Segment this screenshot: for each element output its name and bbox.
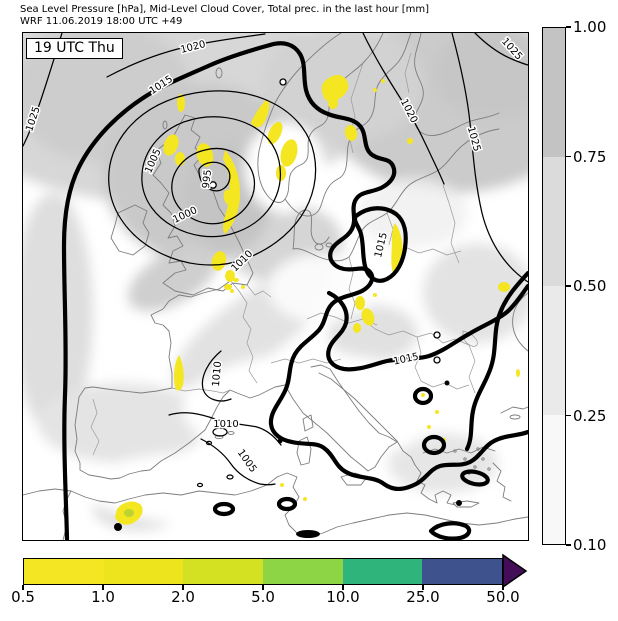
precip-colorbar-overflow-arrow [502,553,528,589]
precip-colorbar-tick-label: 0.5 [11,588,35,606]
isobar-thick-layer [61,41,528,540]
precip-colorbar [23,558,503,585]
figure-title: Sea Level Pressure [hPa], Mid-Level Clou… [20,4,430,15]
cloud-cover-colorbar [542,27,566,545]
precip-colorbar-tick [102,585,104,590]
cloud-colorbar-segment [543,28,565,157]
cloud-colorbar-tick [566,26,571,28]
isobar-label: 995 [201,169,214,189]
precip-colorbar-segment [342,559,423,584]
precip-colorbar-tick [422,585,424,590]
model-run-subtitle: WRF 11.06.2019 18:00 UTC +49 [20,16,183,27]
precip-colorbar-tick [262,585,264,590]
cloud-colorbar-segment [543,415,565,544]
cloud-colorbar-tick-label: 0.10 [573,536,607,554]
precip-colorbar-tick-label: 2.0 [171,588,195,606]
europe-weather-map: 1025102010151005995100010101025102010251… [23,33,528,540]
precip-colorbar-segment [103,559,184,584]
precip-colorbar-segment [24,559,104,584]
precip-colorbar-tick-label: 25.0 [406,588,440,606]
map-plot-area: 1025 1020 1015 1005 995 1000 1010 1025 1020 1025 1… [22,32,529,541]
precip-colorbar-segment [422,559,503,584]
cloud-colorbar-tick [566,544,571,546]
cloud-colorbar-tick [566,155,571,158]
isobar-label: 1010 [213,419,238,430]
precip-colorbar-tick-label: 50.0 [486,588,520,606]
cloud-shading-layer [23,33,528,530]
precip-colorbar-tick [502,585,504,590]
precip-colorbar-segment [263,559,343,584]
cloud-colorbar-tick-label: 0.50 [573,277,607,295]
precip-colorbar-segment [183,559,264,584]
cloud-colorbar-tick [566,285,571,287]
precip-layer [115,75,520,525]
precip-colorbar-tick-label: 5.0 [251,588,275,606]
cloud-colorbar-segment [543,286,565,415]
cloud-colorbar-tick [566,414,571,417]
cloud-colorbar-tick-label: 1.00 [573,18,607,36]
precip-colorbar-tick-label: 1.0 [91,588,115,606]
isobar-thin-layer [23,33,528,488]
precip-colorbar-tick [342,585,344,590]
pressure-center-markers [209,78,441,364]
precip-colorbar-tick-label: 10.0 [326,588,360,606]
precip-colorbar-tick [182,585,184,590]
cloud-colorbar-segment [543,157,565,286]
cloud-colorbar-tick-label: 0.75 [573,147,607,166]
valid-time-badge: 19 UTC Thu [26,38,123,59]
isobar-label: 1010 [211,361,224,387]
cloud-colorbar-tick-label: 0.25 [573,406,607,425]
precip-colorbar-tick [22,585,24,590]
